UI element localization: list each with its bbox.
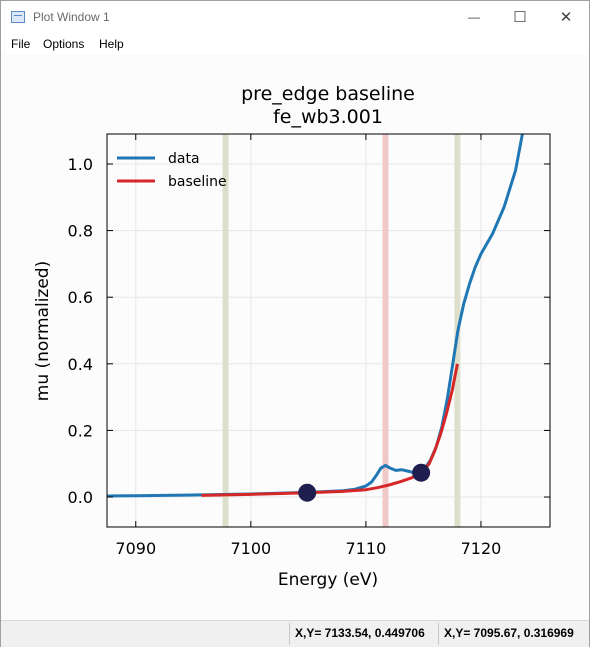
x-tick-label: 7100 xyxy=(230,539,271,558)
plot-area[interactable]: pre_edge baseline fe_wb3.001 7090 7100 711… xyxy=(1,54,589,620)
baseline-marker xyxy=(298,483,317,502)
y-tick-label: 0.2 xyxy=(68,421,93,440)
minimize-icon: — xyxy=(468,10,480,24)
legend: data baseline xyxy=(117,151,227,190)
minimize-button[interactable]: — xyxy=(451,1,497,33)
y-tick-label: 0.4 xyxy=(68,355,93,374)
close-icon: ✕ xyxy=(559,9,573,26)
x-tick-label: 7120 xyxy=(461,539,502,558)
plot-frame-bg xyxy=(107,134,550,527)
chart-subtitle: fe_wb3.001 xyxy=(273,106,383,128)
baseline-markers[interactable] xyxy=(298,463,431,502)
y-tick-label: 0.6 xyxy=(68,288,93,307)
chart[interactable]: pre_edge baseline fe_wb3.001 7090 7100 711… xyxy=(1,54,589,620)
x-axis: 7090 7100 7110 7120 xyxy=(115,134,501,558)
maximize-icon: ☐ xyxy=(513,9,527,26)
x-axis-label: Energy (eV) xyxy=(278,570,378,590)
x-tick-label: 7110 xyxy=(346,539,387,558)
baseline-marker xyxy=(412,463,431,482)
menu-options[interactable]: Options xyxy=(43,37,85,51)
menu-help[interactable]: Help xyxy=(99,37,124,51)
y-axis-label: mu (normalized) xyxy=(33,261,53,401)
menu-file[interactable]: File xyxy=(11,37,31,51)
menu-bar: File Options Help xyxy=(1,33,589,54)
y-tick-label: 0.0 xyxy=(68,488,93,507)
y-tick-label: 0.8 xyxy=(68,222,93,241)
status-bar: X,Y= 7133.54, 0.449706 X,Y= 7095.67, 0.3… xyxy=(1,620,589,647)
status-cursor-2: X,Y= 7095.67, 0.316969 xyxy=(444,626,574,640)
maximize-button[interactable]: ☐ xyxy=(497,1,543,33)
y-tick-label: 1.0 xyxy=(68,155,93,174)
grid xyxy=(107,134,550,527)
x-tick-label: 7090 xyxy=(115,539,156,558)
app-icon xyxy=(11,11,25,23)
legend-baseline-label: baseline xyxy=(168,174,227,190)
plot-frame xyxy=(106,133,551,528)
y-axis: 0.0 0.2 0.4 0.6 0.8 1.0 xyxy=(68,155,550,507)
status-separator xyxy=(289,623,290,645)
status-separator xyxy=(438,623,439,645)
status-cursor-1: X,Y= 7133.54, 0.449706 xyxy=(295,626,425,640)
legend-data-label: data xyxy=(168,151,200,167)
window-title: Plot Window 1 xyxy=(33,10,110,24)
title-bar[interactable]: Plot Window 1 — ☐ ✕ xyxy=(1,1,589,33)
close-button[interactable]: ✕ xyxy=(543,1,589,33)
chart-title: pre_edge baseline xyxy=(241,83,415,105)
series-line-baseline xyxy=(201,363,459,497)
